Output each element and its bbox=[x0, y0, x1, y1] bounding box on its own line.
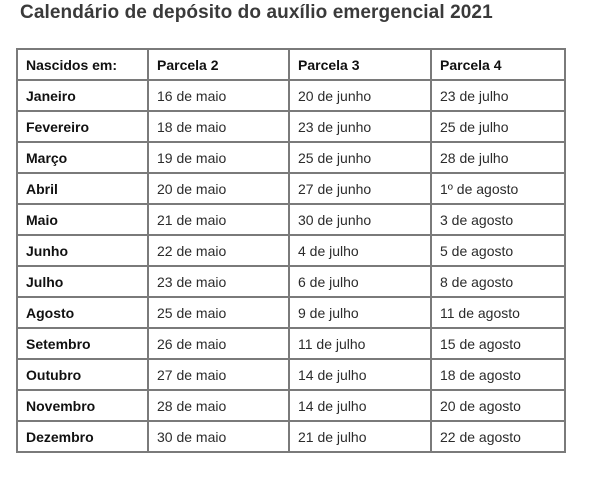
installment-3-date: 4 de julho bbox=[288, 234, 432, 267]
deposit-schedule-table: Nascidos em: Parcela 2 Parcela 3 Parcela… bbox=[16, 48, 566, 453]
table-body: Janeiro 16 de maio 20 de junho 23 de jul… bbox=[16, 79, 566, 453]
installment-3-date: 21 de julho bbox=[288, 420, 432, 453]
installment-2-date: 23 de maio bbox=[147, 265, 290, 298]
installment-2-date: 30 de maio bbox=[147, 420, 290, 453]
installment-4-date: 5 de agosto bbox=[430, 234, 566, 267]
table-row: Julho 23 de maio 6 de julho 8 de agosto bbox=[16, 265, 566, 298]
installment-2-date: 21 de maio bbox=[147, 203, 290, 236]
table-row: Setembro 26 de maio 11 de julho 15 de ag… bbox=[16, 327, 566, 360]
birth-month-cell: Junho bbox=[16, 234, 149, 267]
installment-3-date: 27 de junho bbox=[288, 172, 432, 205]
installment-4-date: 25 de julho bbox=[430, 110, 566, 143]
header-birth-month: Nascidos em: bbox=[16, 48, 149, 81]
installment-2-date: 28 de maio bbox=[147, 389, 290, 422]
birth-month-cell: Fevereiro bbox=[16, 110, 149, 143]
installment-2-date: 19 de maio bbox=[147, 141, 290, 174]
installment-4-date: 15 de agosto bbox=[430, 327, 566, 360]
birth-month-cell: Novembro bbox=[16, 389, 149, 422]
birth-month-cell: Dezembro bbox=[16, 420, 149, 453]
installment-4-date: 28 de julho bbox=[430, 141, 566, 174]
table-row: Dezembro 30 de maio 21 de julho 22 de ag… bbox=[16, 420, 566, 453]
table-row: Novembro 28 de maio 14 de julho 20 de ag… bbox=[16, 389, 566, 422]
table-row: Agosto 25 de maio 9 de julho 11 de agost… bbox=[16, 296, 566, 329]
header-installment-2: Parcela 2 bbox=[147, 48, 290, 81]
installment-2-date: 16 de maio bbox=[147, 79, 290, 112]
installment-3-date: 14 de julho bbox=[288, 358, 432, 391]
table-row: Junho 22 de maio 4 de julho 5 de agosto bbox=[16, 234, 566, 267]
birth-month-cell: Setembro bbox=[16, 327, 149, 360]
table-header: Nascidos em: Parcela 2 Parcela 3 Parcela… bbox=[16, 48, 566, 81]
birth-month-cell: Julho bbox=[16, 265, 149, 298]
installment-4-date: 20 de agosto bbox=[430, 389, 566, 422]
installment-4-date: 11 de agosto bbox=[430, 296, 566, 329]
table-row: Outubro 27 de maio 14 de julho 18 de ago… bbox=[16, 358, 566, 391]
birth-month-cell: Maio bbox=[16, 203, 149, 236]
installment-3-date: 9 de julho bbox=[288, 296, 432, 329]
installment-3-date: 11 de julho bbox=[288, 327, 432, 360]
birth-month-cell: Agosto bbox=[16, 296, 149, 329]
installment-2-date: 26 de maio bbox=[147, 327, 290, 360]
installment-4-date: 23 de julho bbox=[430, 79, 566, 112]
installment-2-date: 27 de maio bbox=[147, 358, 290, 391]
table-row: Janeiro 16 de maio 20 de junho 23 de jul… bbox=[16, 79, 566, 112]
table-row: Abril 20 de maio 27 de junho 1º de agost… bbox=[16, 172, 566, 205]
installment-3-date: 14 de julho bbox=[288, 389, 432, 422]
page-title: Calendário de depósito do auxílio emerge… bbox=[20, 2, 493, 23]
installment-2-date: 25 de maio bbox=[147, 296, 290, 329]
installment-4-date: 18 de agosto bbox=[430, 358, 566, 391]
installment-4-date: 1º de agosto bbox=[430, 172, 566, 205]
installment-2-date: 20 de maio bbox=[147, 172, 290, 205]
birth-month-cell: Abril bbox=[16, 172, 149, 205]
header-row: Nascidos em: Parcela 2 Parcela 3 Parcela… bbox=[16, 48, 566, 81]
installment-3-date: 25 de junho bbox=[288, 141, 432, 174]
birth-month-cell: Janeiro bbox=[16, 79, 149, 112]
birth-month-cell: Outubro bbox=[16, 358, 149, 391]
installment-2-date: 18 de maio bbox=[147, 110, 290, 143]
birth-month-cell: Março bbox=[16, 141, 149, 174]
installment-4-date: 8 de agosto bbox=[430, 265, 566, 298]
header-installment-3: Parcela 3 bbox=[288, 48, 432, 81]
installment-3-date: 30 de junho bbox=[288, 203, 432, 236]
installment-3-date: 6 de julho bbox=[288, 265, 432, 298]
installment-4-date: 3 de agosto bbox=[430, 203, 566, 236]
installment-4-date: 22 de agosto bbox=[430, 420, 566, 453]
table-row: Fevereiro 18 de maio 23 de junho 25 de j… bbox=[16, 110, 566, 143]
header-installment-4: Parcela 4 bbox=[430, 48, 566, 81]
installment-3-date: 23 de junho bbox=[288, 110, 432, 143]
table-row: Maio 21 de maio 30 de junho 3 de agosto bbox=[16, 203, 566, 236]
installment-3-date: 20 de junho bbox=[288, 79, 432, 112]
table-row: Março 19 de maio 25 de junho 28 de julho bbox=[16, 141, 566, 174]
installment-2-date: 22 de maio bbox=[147, 234, 290, 267]
